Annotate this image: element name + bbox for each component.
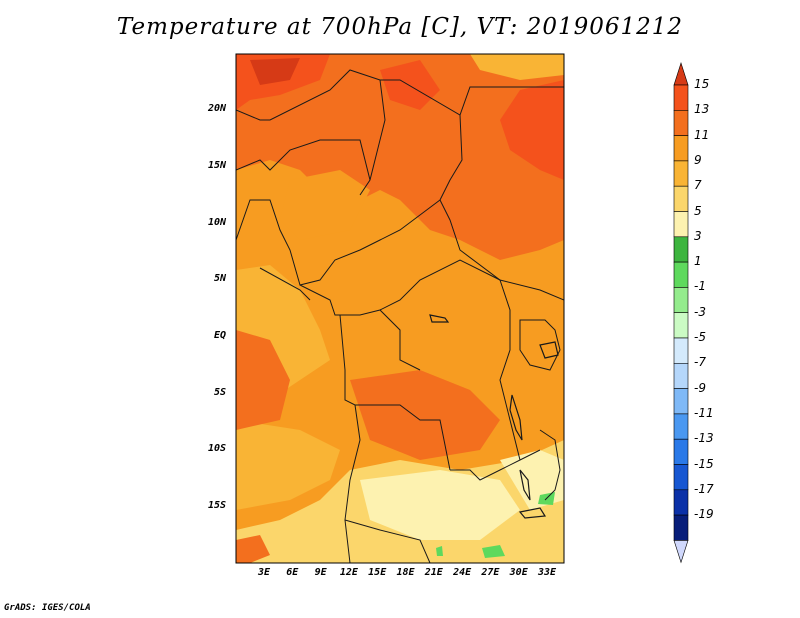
latitude-label: EQ bbox=[213, 330, 226, 341]
longitude-label: 6E bbox=[286, 567, 299, 578]
colorbar-label: 9 bbox=[694, 152, 702, 167]
colorbar-label: 15 bbox=[694, 77, 710, 91]
longitude-label: 30E bbox=[509, 567, 528, 578]
longitude-label: 12E bbox=[339, 567, 358, 578]
colorbar-swatch bbox=[673, 337, 689, 364]
colorbar-label: -9 bbox=[694, 380, 706, 395]
colorbar-swatch bbox=[673, 388, 689, 415]
longitude-label: 24E bbox=[453, 567, 472, 578]
colorbar-top-arrow bbox=[673, 62, 689, 86]
colorbar-swatch bbox=[673, 160, 689, 187]
colorbar-swatch bbox=[673, 236, 689, 263]
colorbar bbox=[673, 62, 689, 564]
chart-title: Temperature at 700hPa [C], VT: 201906121… bbox=[116, 14, 684, 40]
colorbar-swatch bbox=[673, 362, 689, 389]
footer-credit: GrADS: IGES/COLA bbox=[4, 603, 91, 613]
colorbar-label: -1 bbox=[694, 279, 706, 294]
colorbar-swatch bbox=[673, 413, 689, 440]
colorbar-label: -19 bbox=[694, 507, 714, 522]
longitude-label: 3E bbox=[257, 567, 271, 578]
colorbar-label: 1 bbox=[694, 254, 702, 269]
longitude-label: 9E bbox=[314, 567, 327, 578]
longitude-label: 18E bbox=[396, 567, 415, 578]
latitude-label: 15N bbox=[207, 160, 226, 171]
colorbar-label: -7 bbox=[694, 355, 706, 370]
colorbar-label: 3 bbox=[694, 228, 702, 243]
colorbar-swatch bbox=[673, 312, 689, 339]
colorbar-label: -17 bbox=[694, 481, 714, 496]
colorbar-swatch bbox=[673, 84, 689, 111]
latitude-label: 10N bbox=[207, 217, 226, 228]
latitude-label: 10S bbox=[207, 443, 226, 454]
colorbar-label: 7 bbox=[694, 178, 702, 193]
colorbar-swatch bbox=[673, 438, 689, 465]
colorbar-swatch bbox=[673, 514, 689, 541]
colorbar-label: 5 bbox=[694, 203, 702, 218]
colorbar-label: -5 bbox=[694, 330, 706, 344]
colorbar-label: 11 bbox=[694, 127, 710, 142]
colorbar-swatch bbox=[673, 135, 689, 162]
colorbar-swatch bbox=[673, 211, 689, 238]
colorbar-swatch bbox=[673, 261, 689, 288]
colorbar-label: -3 bbox=[694, 304, 706, 319]
temperature-field bbox=[236, 54, 564, 563]
latitude-label: 5S bbox=[213, 387, 226, 398]
colorbar-label: -11 bbox=[694, 405, 714, 420]
colorbar-bottom-arrow bbox=[673, 540, 689, 564]
longitude-label: 33E bbox=[537, 567, 557, 578]
colorbar-swatch bbox=[673, 489, 689, 516]
colorbar-swatch bbox=[673, 287, 689, 313]
colorbar-label: -13 bbox=[694, 431, 714, 446]
longitude-label: 27E bbox=[481, 567, 500, 578]
map-frame bbox=[235, 53, 565, 564]
colorbar-label: -15 bbox=[694, 456, 714, 471]
latitude-label: 20N bbox=[207, 103, 226, 114]
longitude-label: 21E bbox=[424, 567, 443, 578]
colorbar-swatch bbox=[673, 110, 689, 136]
colorbar-label: 13 bbox=[694, 102, 710, 117]
longitude-label: 15E bbox=[368, 567, 387, 578]
colorbar-swatch bbox=[673, 464, 689, 491]
latitude-label: 15S bbox=[207, 500, 226, 511]
colorbar-swatch bbox=[673, 185, 689, 212]
latitude-label: 5N bbox=[213, 273, 226, 284]
